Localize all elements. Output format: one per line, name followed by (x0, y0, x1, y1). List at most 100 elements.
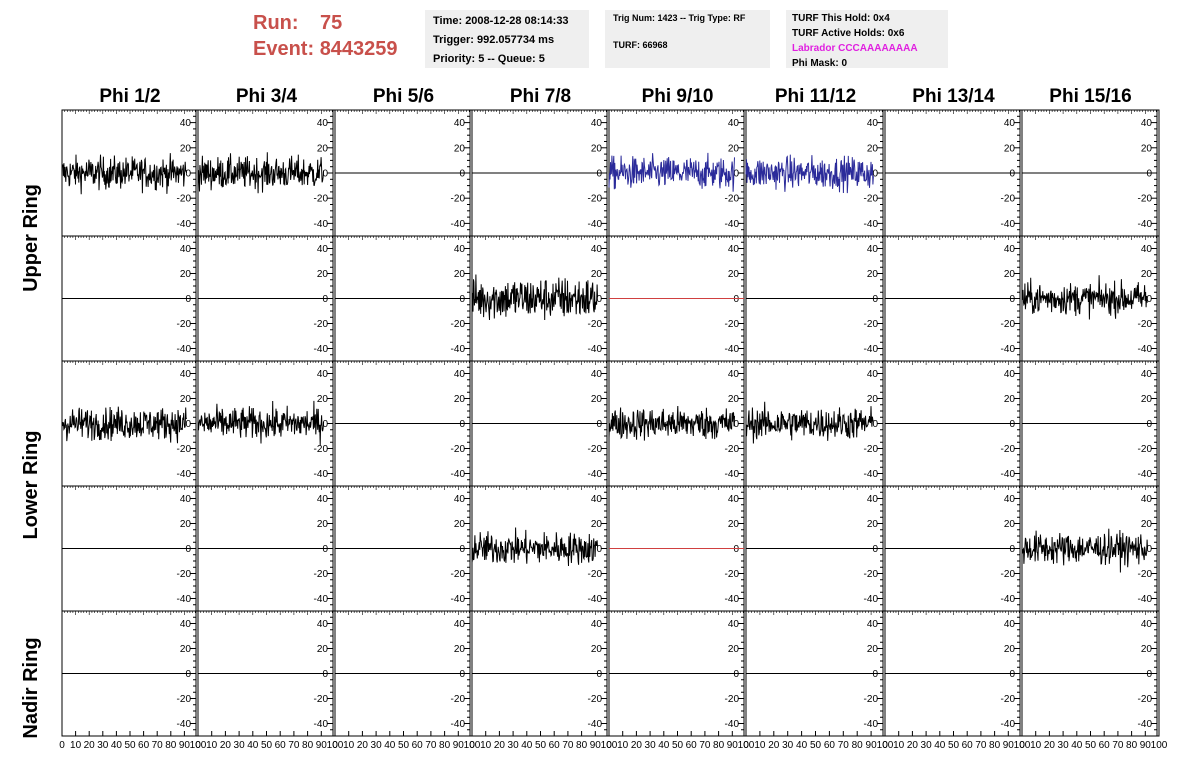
y-tick-label: 20 (180, 644, 192, 655)
waveform-trace (1021, 528, 1148, 573)
y-tick-label: -20 (725, 319, 740, 330)
y-tick-label: 20 (317, 644, 329, 655)
y-tick-label: -40 (725, 219, 740, 230)
waveform-trace (61, 153, 188, 195)
y-tick-label: 40 (867, 494, 879, 505)
y-tick-label: -40 (1001, 469, 1016, 480)
y-tick-label: 0 (322, 669, 328, 680)
x-tick-label: 30 (921, 740, 933, 751)
x-tick-label: 90 (727, 740, 739, 751)
y-tick-label: 20 (728, 143, 740, 154)
x-tick-label: 40 (934, 740, 946, 751)
y-tick-label: 20 (867, 644, 879, 655)
run-value: 75 (320, 12, 343, 34)
x-tick-label: 70 (699, 740, 711, 751)
x-tick-label: 100 (601, 740, 618, 751)
y-tick-label: 40 (591, 494, 603, 505)
x-tick-label: 50 (810, 740, 822, 751)
x-tick-label: 90 (316, 740, 328, 751)
y-tick-label: 40 (1141, 118, 1153, 129)
y-tick-label: 40 (728, 619, 740, 630)
y-tick-label: 20 (1141, 143, 1153, 154)
y-tick-label: 20 (1004, 394, 1016, 405)
x-tick-label: 70 (1112, 740, 1124, 751)
x-tick-label: 60 (138, 740, 150, 751)
y-tick-label: -20 (1138, 194, 1153, 205)
y-tick-label: 20 (591, 644, 603, 655)
x-tick-label: 50 (672, 740, 684, 751)
y-tick-label: -40 (725, 719, 740, 730)
y-tick-label: -40 (314, 219, 329, 230)
y-tick-label: 40 (180, 369, 192, 380)
y-tick-label: -40 (864, 719, 879, 730)
y-tick-label: -20 (1001, 319, 1016, 330)
y-tick-label: -40 (864, 219, 879, 230)
y-tick-label: 40 (1004, 244, 1016, 255)
waveform-trace (197, 152, 325, 194)
y-tick-label: 20 (1141, 644, 1153, 655)
y-tick-label: 40 (1004, 369, 1016, 380)
event-value: 8443259 (319, 38, 398, 60)
y-tick-label: 20 (867, 269, 879, 280)
y-tick-label: 20 (454, 394, 466, 405)
x-tick-label: 90 (590, 740, 602, 751)
waveform-trace (745, 154, 874, 194)
y-tick-label: 0 (1146, 294, 1152, 305)
y-tick-label: 0 (185, 169, 191, 180)
x-tick-label: 100 (738, 740, 755, 751)
x-tick-label: 40 (1071, 740, 1083, 751)
x-tick-label: 50 (948, 740, 960, 751)
y-tick-label: 20 (454, 519, 466, 530)
y-tick-label: -40 (451, 719, 466, 730)
y-tick-label: -40 (588, 219, 603, 230)
y-tick-label: 0 (733, 294, 739, 305)
y-tick-label: 0 (596, 419, 602, 430)
waveform-trace (745, 401, 874, 444)
waveform-trace (1021, 275, 1148, 320)
y-tick-label: 0 (733, 544, 739, 555)
x-tick-label: 70 (975, 740, 987, 751)
y-tick-label: -40 (1138, 344, 1153, 355)
x-tick-label: 10 (480, 740, 492, 751)
y-tick-label: -40 (1001, 219, 1016, 230)
x-tick-label: 10 (343, 740, 355, 751)
y-tick-label: -20 (1001, 569, 1016, 580)
priority-queue-text: Priority: 5 -- Queue: 5 (433, 53, 545, 65)
y-tick-label: 0 (1009, 669, 1015, 680)
x-tick-label: 40 (521, 740, 533, 751)
y-tick-label: -40 (1001, 594, 1016, 605)
y-tick-label: 20 (317, 519, 329, 530)
y-tick-label: -20 (314, 569, 329, 580)
y-tick-label: -20 (588, 319, 603, 330)
x-tick-label: 90 (1140, 740, 1152, 751)
x-tick-label: 0 (743, 740, 749, 751)
y-tick-label: 0 (185, 294, 191, 305)
y-tick-label: 20 (728, 644, 740, 655)
x-tick-label: 60 (962, 740, 974, 751)
y-tick-label: 40 (1141, 619, 1153, 630)
y-tick-label: 0 (733, 169, 739, 180)
y-tick-label: 40 (728, 494, 740, 505)
y-tick-label: 40 (454, 118, 466, 129)
y-tick-label: -40 (725, 469, 740, 480)
x-tick-label: 100 (1014, 740, 1031, 751)
x-tick-label: 40 (658, 740, 670, 751)
y-tick-label: -40 (588, 719, 603, 730)
y-tick-label: 0 (1146, 169, 1152, 180)
x-tick-label: 100 (327, 740, 344, 751)
y-tick-label: -20 (1138, 444, 1153, 455)
y-tick-label: 20 (591, 143, 603, 154)
y-tick-label: 40 (1141, 244, 1153, 255)
y-tick-label: 0 (322, 294, 328, 305)
x-tick-label: 90 (179, 740, 191, 751)
y-tick-label: -20 (588, 194, 603, 205)
x-tick-label: 100 (464, 740, 481, 751)
x-tick-label: 70 (562, 740, 574, 751)
x-tick-label: 0 (195, 740, 201, 751)
y-tick-label: 40 (591, 118, 603, 129)
y-tick-label: -40 (1138, 719, 1153, 730)
y-tick-label: -20 (1138, 319, 1153, 330)
y-tick-label: -40 (177, 469, 192, 480)
x-tick-label: 80 (302, 740, 314, 751)
phi-header-3: Phi 5/6 (372, 86, 435, 107)
